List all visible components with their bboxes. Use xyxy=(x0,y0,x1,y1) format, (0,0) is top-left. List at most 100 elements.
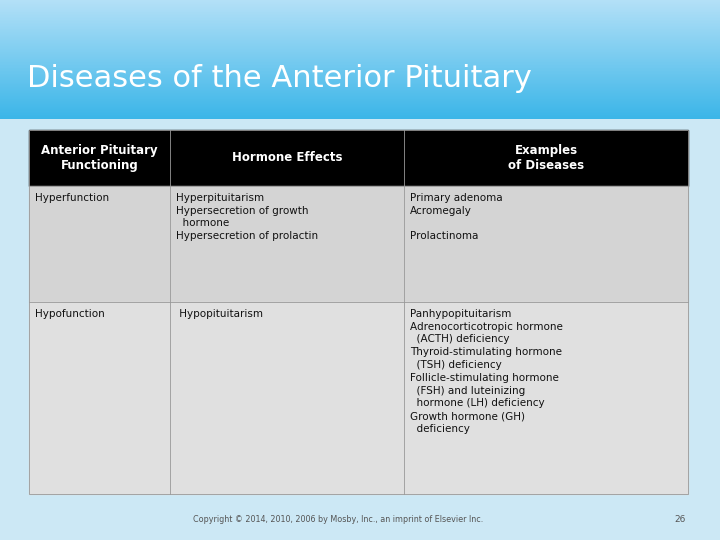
Bar xyxy=(0,43,720,44)
Bar xyxy=(0,58,720,59)
Bar xyxy=(0,4,720,5)
Bar xyxy=(0,112,720,113)
Bar xyxy=(0,28,720,29)
Bar xyxy=(0,41,720,42)
Bar xyxy=(0,11,720,12)
Bar xyxy=(0,80,720,81)
Bar xyxy=(0,51,720,52)
Bar xyxy=(29,130,688,186)
Bar xyxy=(0,32,720,33)
Bar xyxy=(0,115,720,116)
Bar xyxy=(0,20,720,21)
Bar xyxy=(0,3,720,4)
Bar xyxy=(0,61,720,62)
Text: Hormone Effects: Hormone Effects xyxy=(232,151,343,165)
Bar xyxy=(0,31,720,32)
Bar xyxy=(0,37,720,38)
Bar xyxy=(0,62,720,63)
Bar xyxy=(0,91,720,92)
Bar xyxy=(0,74,720,75)
Bar xyxy=(0,54,720,55)
Text: Copyright © 2014, 2010, 2006 by Mosby, Inc., an imprint of Elsevier Inc.: Copyright © 2014, 2010, 2006 by Mosby, I… xyxy=(193,515,484,524)
Bar xyxy=(0,18,720,19)
Bar xyxy=(0,65,720,66)
Bar xyxy=(0,44,720,45)
Bar xyxy=(0,95,720,96)
Text: Primary adenoma
Acromegaly

Prolactinoma: Primary adenoma Acromegaly Prolactinoma xyxy=(410,193,503,241)
Bar xyxy=(0,59,720,60)
Bar xyxy=(0,111,720,112)
Bar xyxy=(0,68,720,69)
Bar xyxy=(0,15,720,16)
Bar xyxy=(0,56,720,57)
Bar xyxy=(0,73,720,74)
Bar xyxy=(0,104,720,105)
Bar xyxy=(0,7,720,8)
Bar xyxy=(29,186,688,302)
Bar xyxy=(0,60,720,61)
Bar xyxy=(0,24,720,25)
Bar xyxy=(0,69,720,70)
Bar xyxy=(0,13,720,14)
Bar xyxy=(0,23,720,24)
Bar xyxy=(0,0,720,1)
Bar xyxy=(0,83,720,84)
Bar xyxy=(0,94,720,95)
Bar xyxy=(29,302,688,494)
Bar xyxy=(0,103,720,104)
Bar xyxy=(0,5,720,6)
Bar xyxy=(0,108,720,109)
Bar xyxy=(0,97,720,98)
Bar xyxy=(0,78,720,79)
Bar xyxy=(0,22,720,23)
Bar xyxy=(0,8,720,9)
Text: Anterior Pituitary
Functioning: Anterior Pituitary Functioning xyxy=(41,144,158,172)
Bar xyxy=(0,1,720,2)
Bar xyxy=(0,35,720,36)
Bar xyxy=(0,99,720,100)
Bar xyxy=(0,45,720,46)
Bar xyxy=(0,52,720,53)
Bar xyxy=(0,40,720,41)
Text: Examples
of Diseases: Examples of Diseases xyxy=(508,144,584,172)
Bar xyxy=(0,2,720,3)
Bar xyxy=(0,90,720,91)
Bar xyxy=(0,88,720,89)
Bar xyxy=(0,92,720,93)
Bar xyxy=(29,130,688,494)
Bar xyxy=(0,14,720,15)
Bar xyxy=(0,42,720,43)
Bar xyxy=(0,39,720,40)
Bar xyxy=(0,101,720,102)
Text: Hypofunction: Hypofunction xyxy=(35,309,104,319)
Bar xyxy=(0,9,720,10)
Bar xyxy=(0,76,720,77)
Bar xyxy=(0,85,720,86)
Bar xyxy=(0,107,720,108)
Text: Diseases of the Anterior Pituitary: Diseases of the Anterior Pituitary xyxy=(27,64,532,93)
Bar xyxy=(0,98,720,99)
Bar xyxy=(0,33,720,34)
Bar xyxy=(0,109,720,110)
Text: Hyperfunction: Hyperfunction xyxy=(35,193,109,203)
Bar xyxy=(0,66,720,67)
Text: Hyperpituitarism
Hypersecretion of growth
  hormone
Hypersecretion of prolactin: Hyperpituitarism Hypersecretion of growt… xyxy=(176,193,318,241)
Bar xyxy=(0,29,720,30)
Bar xyxy=(0,84,720,85)
Bar xyxy=(0,81,720,82)
Bar xyxy=(0,117,720,118)
Text: Panhypopituitarism
Adrenocorticotropic hormone
  (ACTH) deficiency
Thyroid-stimu: Panhypopituitarism Adrenocorticotropic h… xyxy=(410,309,563,434)
Bar xyxy=(0,6,720,7)
Bar xyxy=(0,77,720,78)
Bar xyxy=(0,100,720,101)
Bar xyxy=(0,96,720,97)
Bar xyxy=(0,12,720,13)
Bar xyxy=(0,19,720,20)
Bar xyxy=(0,64,720,65)
Bar xyxy=(0,10,720,11)
Bar xyxy=(0,72,720,73)
Bar xyxy=(0,17,720,18)
Bar xyxy=(0,106,720,107)
Bar xyxy=(0,102,720,103)
Bar xyxy=(0,110,720,111)
